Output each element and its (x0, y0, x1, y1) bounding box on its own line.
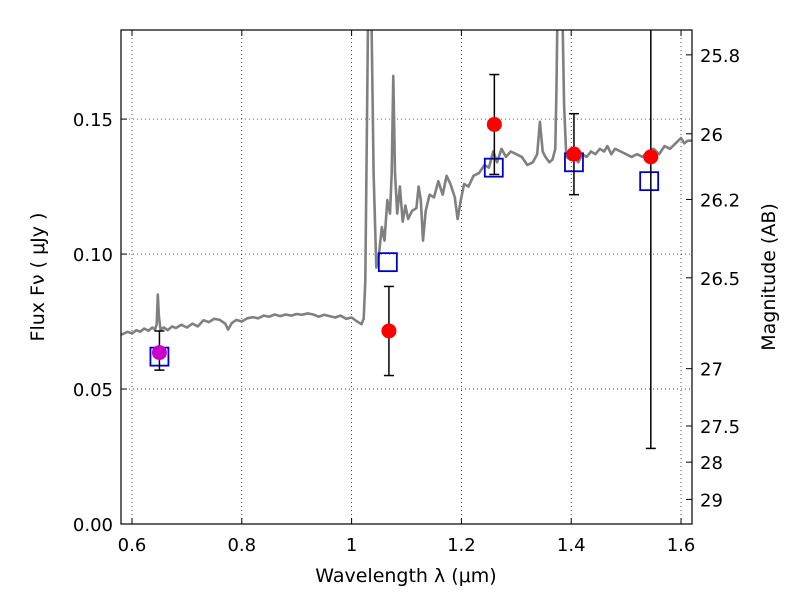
mag-tick-label: 27 (700, 360, 723, 381)
mag-tick-label: 25.8 (700, 46, 740, 67)
mag-tick-label: 29 (700, 490, 723, 511)
x-tick-label: 0.6 (118, 535, 147, 556)
y-tick-label: 0.15 (73, 110, 113, 131)
plot-frame (120, 29, 693, 525)
axis-ticks: 0.6 0.8 1 1.2 1.4 1.6 0.00 0.05 0.10 0.15 25.8 26 26… (73, 30, 740, 556)
observed-point-marker (486, 116, 502, 132)
y-axis-title: Flux Fν ( μJy ) (27, 213, 49, 342)
x-tick-label: 1.6 (667, 535, 696, 556)
right-axis-title: Magnitude (AB) (758, 203, 780, 351)
mag-tick-label: 26.2 (700, 190, 740, 211)
y-tick-label: 0.05 (73, 380, 113, 401)
y-tick-label: 0.10 (73, 245, 113, 266)
mag-tick-label: 26 (700, 125, 723, 146)
observed-point-marker (381, 323, 397, 339)
mag-tick-label: 28 (700, 453, 723, 474)
y-tick-label: 0.00 (73, 515, 113, 536)
observed-point-marker (566, 146, 582, 162)
mag-tick-label: 27.5 (700, 417, 740, 438)
x-tick-label: 0.8 (227, 535, 256, 556)
model-square-marker (639, 171, 660, 192)
model-square-marker (377, 252, 398, 273)
mag-tick-label: 26.5 (700, 269, 740, 290)
x-tick-label: 1.4 (557, 535, 586, 556)
observed-point-marker (151, 345, 167, 361)
x-axis-title: Wavelength λ (μm) (315, 565, 496, 587)
x-tick-label: 1.2 (447, 535, 476, 556)
plot-area (121, 30, 692, 450)
observed-point-marker (643, 149, 659, 165)
x-tick-label: 1 (346, 535, 357, 556)
